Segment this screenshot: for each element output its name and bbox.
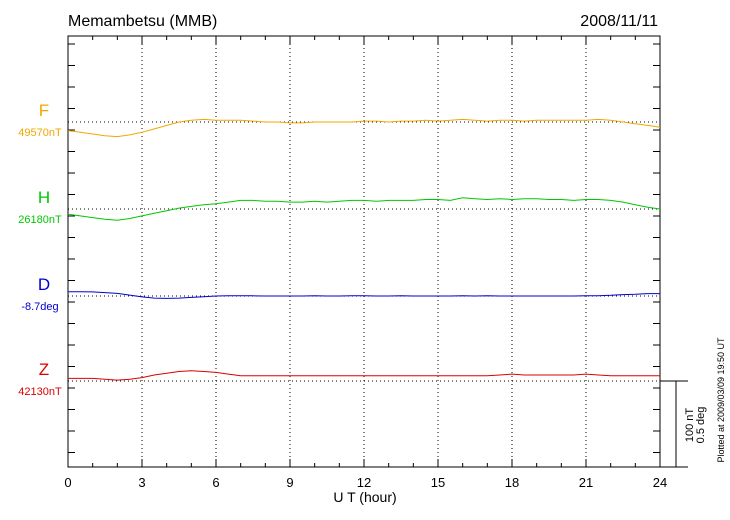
x-tick-label: 18	[505, 475, 519, 490]
series-baseline-f: 49570nT	[18, 127, 62, 139]
series-line-f	[67, 118, 661, 138]
series-name-z: Z	[39, 360, 49, 379]
scale-bar-labels: 100 nT 0.5 deg	[684, 407, 707, 444]
chart-date: 2008/11/11	[580, 13, 658, 30]
x-axis-label: U T (hour)	[333, 489, 396, 505]
x-tick-label: 0	[64, 475, 71, 490]
series-line-h	[67, 197, 661, 221]
plotted-at-note: Plotted at 2009/03/09 19:50 UT	[716, 337, 726, 463]
series-line-z	[68, 370, 660, 381]
x-tick-label: 9	[286, 475, 293, 490]
series-line-d	[68, 291, 660, 299]
series-baseline-h: 26180nT	[18, 214, 62, 226]
chart-plot-group: 0 3 6 9 12 15 18 21 24 F 49570nT H 26180nT D -8.7deg Z 4…	[18, 35, 688, 490]
series-name-f: F	[39, 101, 49, 120]
x-tick-label: 15	[431, 475, 445, 490]
x-tick-label: 12	[357, 475, 371, 490]
series-name-h: H	[38, 188, 50, 207]
x-tick-label: 21	[579, 475, 593, 490]
scale-bar-deg-label: 0.5 deg	[695, 407, 707, 444]
series-baseline-z: 42130nT	[18, 386, 62, 398]
x-tick-label: 3	[138, 475, 145, 490]
series-name-d: D	[38, 275, 50, 294]
x-tick-label: 6	[212, 475, 219, 490]
scale-bar-nt-label: 100 nT	[684, 408, 696, 443]
chart-title: Memambetsu (MMB)	[68, 13, 217, 30]
x-tick-label: 24	[653, 475, 667, 490]
series-baseline-d: -8.7deg	[21, 301, 58, 313]
